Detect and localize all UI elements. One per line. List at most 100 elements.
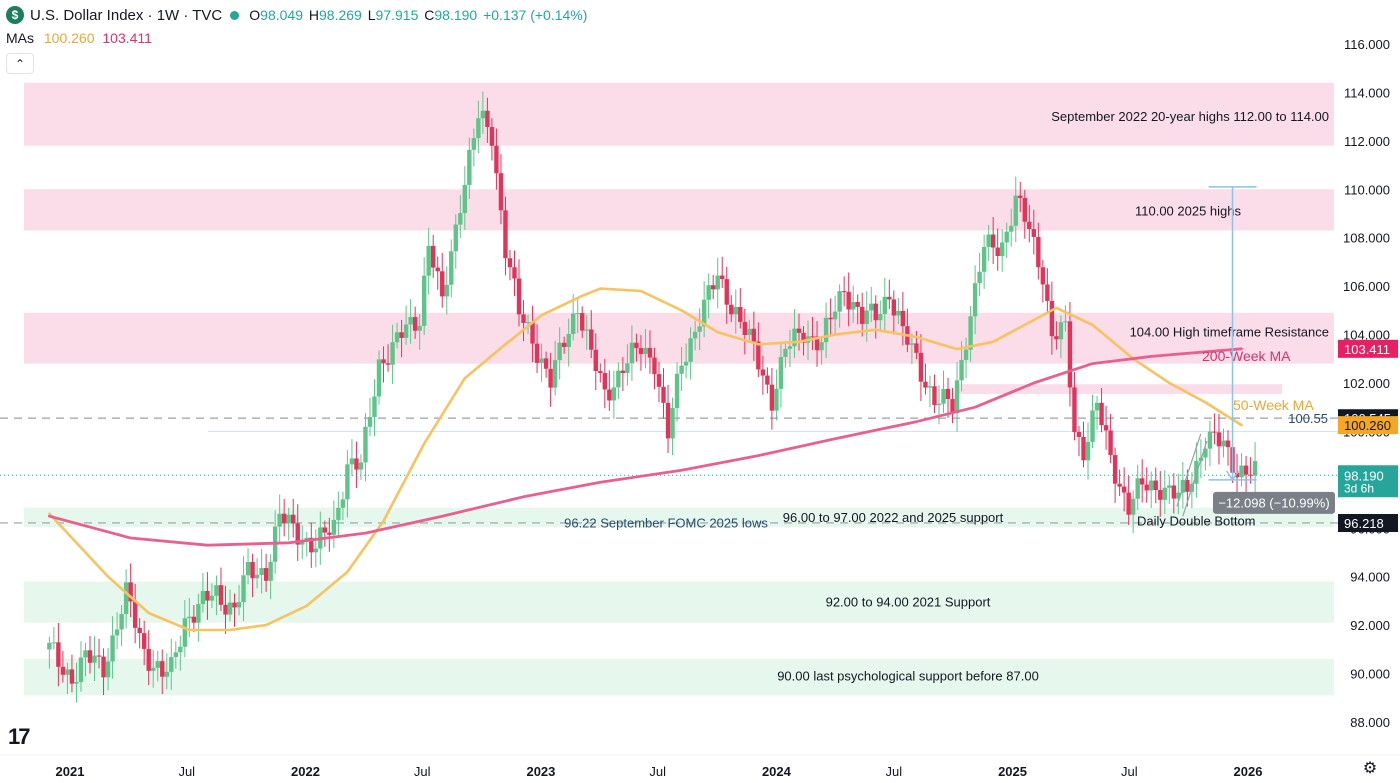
candle-body: [909, 343, 915, 345]
candle: [1058, 315, 1064, 359]
candle: [363, 413, 368, 482]
candle-body: [1040, 267, 1046, 285]
candle: [729, 295, 734, 322]
y-tick-label: 110.000: [1344, 182, 1390, 197]
candle: [634, 333, 639, 362]
candle: [444, 266, 449, 315]
candle-body: [566, 333, 571, 348]
candle-body: [349, 458, 355, 465]
candle-body: [841, 291, 847, 293]
candle-body: [1225, 440, 1231, 448]
candle-body: [110, 635, 115, 662]
candle: [268, 554, 273, 599]
legend-collapse-button[interactable]: ⌃: [6, 53, 34, 74]
candle-body: [1221, 440, 1226, 447]
candle: [580, 306, 585, 338]
candle-body: [358, 462, 364, 470]
candle: [489, 118, 495, 161]
candle: [128, 563, 133, 618]
candle-body: [1216, 432, 1222, 447]
candle-body: [286, 514, 291, 524]
candle: [141, 620, 147, 666]
candle-body: [891, 299, 897, 316]
candle-body: [593, 349, 598, 372]
candle-body: [1180, 479, 1186, 493]
candle: [896, 297, 901, 324]
candlesticks: [47, 91, 1258, 703]
tradingview-logo[interactable]: 17: [8, 724, 31, 749]
candle: [656, 361, 662, 403]
symbol-title[interactable]: U.S. Dollar Index · 1W · TVC: [30, 6, 223, 24]
dollar-sign-icon[interactable]: $: [6, 6, 24, 24]
candle-body: [105, 661, 111, 678]
candle: [178, 635, 183, 671]
candle: [575, 297, 580, 333]
candle: [1139, 459, 1145, 503]
candle: [611, 370, 617, 419]
candle: [715, 257, 720, 309]
candle-body: [1239, 465, 1244, 478]
candle: [1036, 222, 1041, 280]
candle-body: [354, 458, 359, 470]
candle: [738, 288, 743, 329]
candle-body: [340, 499, 346, 508]
candle-body: [990, 234, 996, 248]
double-bottom-trendline-2: [1176, 433, 1202, 507]
candle: [1018, 181, 1023, 213]
x-tick-label: Jul: [1121, 764, 1138, 779]
candle-body: [367, 416, 373, 427]
candle: [498, 154, 504, 225]
candle-body: [169, 657, 174, 672]
candle: [1239, 453, 1244, 487]
candle-body: [819, 342, 824, 351]
candle: [313, 529, 318, 568]
candle: [990, 216, 996, 264]
candle: [530, 305, 535, 363]
candle: [1040, 259, 1046, 303]
candle-body: [467, 149, 472, 185]
gear-icon[interactable]: ⚙: [1362, 760, 1378, 777]
candle: [476, 100, 481, 154]
candle-body: [765, 375, 770, 385]
candle: [281, 498, 287, 537]
candle-body: [525, 322, 531, 324]
candle: [832, 295, 838, 335]
candle: [87, 636, 93, 674]
candle-body: [1027, 221, 1032, 230]
candle-body: [950, 399, 955, 414]
candle-body: [543, 358, 549, 369]
candle-body: [665, 402, 671, 439]
candle: [263, 553, 269, 592]
moving-averages-legend[interactable]: MAs 100.260 103.411: [6, 30, 152, 46]
candle: [963, 337, 969, 379]
price-tag-96.218: 96.218: [1338, 514, 1398, 533]
candle-body: [151, 667, 156, 671]
candle: [1076, 425, 1082, 457]
candle-body: [959, 359, 964, 381]
candle-body: [1112, 455, 1118, 484]
candle-body: [810, 336, 815, 338]
candle: [756, 322, 761, 378]
candle: [1162, 470, 1167, 514]
candle-body: [570, 313, 576, 334]
candle-body: [670, 407, 675, 439]
candle: [869, 286, 874, 323]
candle-body: [918, 352, 924, 382]
candle-body: [701, 299, 707, 327]
candle: [331, 500, 337, 549]
candle-body: [837, 291, 842, 312]
candle-body: [512, 267, 517, 279]
candle: [891, 290, 897, 335]
candle-body: [431, 245, 436, 268]
candle: [516, 259, 522, 327]
candle: [927, 375, 933, 407]
candle-body: [78, 657, 84, 682]
candle-body: [720, 275, 725, 280]
candle-body: [444, 284, 449, 297]
candle-body: [381, 359, 386, 364]
candle-body: [1009, 225, 1014, 232]
candle: [936, 385, 942, 425]
candle-body: [385, 363, 391, 365]
candle: [760, 355, 766, 395]
